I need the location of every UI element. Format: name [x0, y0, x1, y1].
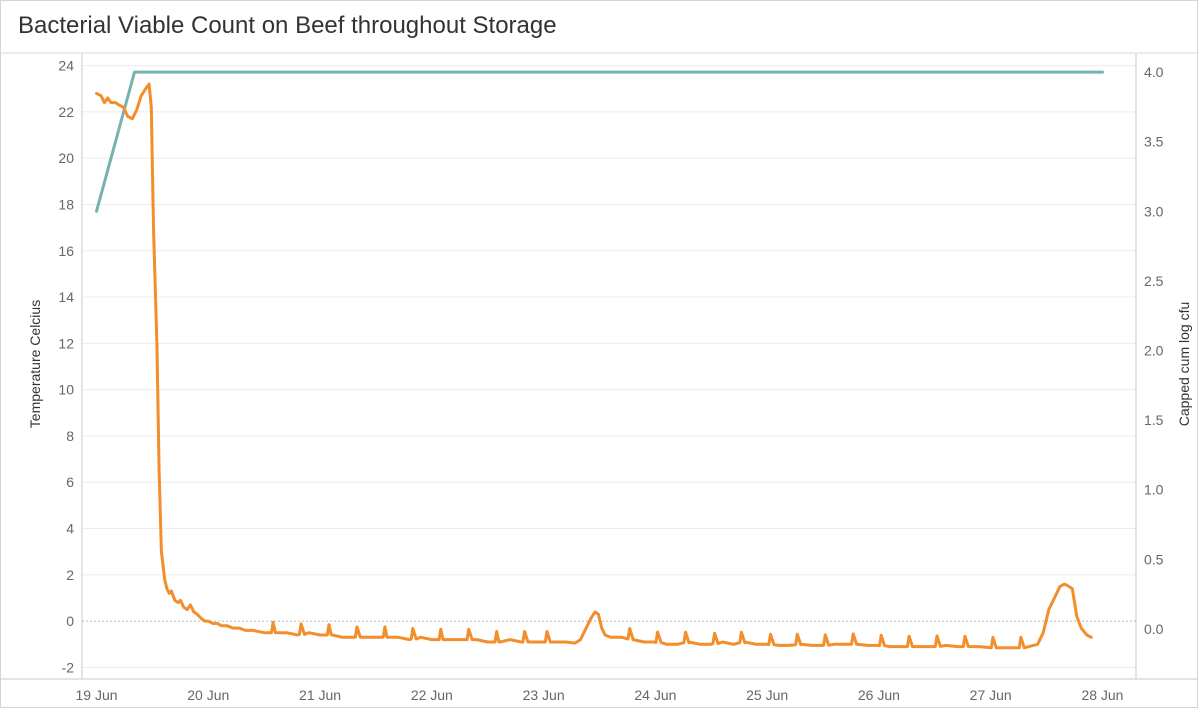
grid-lines — [82, 65, 1136, 668]
x-tick-label: 19 Jun — [76, 687, 118, 703]
series-line-cfu — [95, 70, 1104, 213]
y-right-tick-label: 4.0 — [1144, 64, 1164, 80]
x-tick-label: 27 Jun — [970, 687, 1012, 703]
y-left-tick-label: 12 — [58, 335, 74, 351]
x-tick-label: 25 Jun — [746, 687, 788, 703]
y-right-tick-label: 0.0 — [1144, 621, 1164, 637]
y-left-tick-label: 20 — [58, 150, 74, 166]
y-left-tick-label: 10 — [58, 382, 74, 398]
y-right-tick-label: 2.0 — [1144, 342, 1164, 358]
y-left-tick-label: 16 — [58, 243, 74, 259]
axes — [0, 54, 1198, 680]
y-left-tick-label: 18 — [58, 196, 74, 212]
y-axis-left-title: Temperature Celcius — [27, 300, 43, 428]
y-right-tick-label: 1.5 — [1144, 412, 1164, 428]
tick-labels: -20246810121416182022240.00.51.01.52.02.… — [58, 58, 1163, 703]
y-left-tick-label: 8 — [66, 428, 74, 444]
y-left-tick-label: 22 — [58, 104, 74, 120]
y-right-tick-label: 3.5 — [1144, 134, 1164, 150]
y-right-tick-label: 0.5 — [1144, 551, 1164, 567]
y-right-tick-label: 1.0 — [1144, 482, 1164, 498]
y-left-tick-label: -2 — [62, 659, 75, 675]
y-axis-right-title: Capped cum log cfu — [1176, 302, 1192, 427]
x-tick-label: 22 Jun — [411, 687, 453, 703]
series-lines — [95, 70, 1104, 650]
y-left-tick-label: 0 — [66, 613, 74, 629]
x-tick-label: 23 Jun — [523, 687, 565, 703]
y-left-tick-label: 14 — [58, 289, 74, 305]
y-right-tick-label: 3.0 — [1144, 203, 1164, 219]
y-left-tick-label: 6 — [66, 474, 74, 490]
x-tick-label: 26 Jun — [858, 687, 900, 703]
x-tick-label: 21 Jun — [299, 687, 341, 703]
y-left-tick-label: 4 — [66, 521, 74, 537]
y-left-tick-label: 24 — [58, 58, 74, 74]
y-left-tick-label: 2 — [66, 567, 74, 583]
chart-title: Bacterial Viable Count on Beef throughou… — [18, 12, 557, 39]
x-tick-label: 28 Jun — [1081, 687, 1123, 703]
series-line-temperature — [95, 82, 1093, 650]
y-right-tick-label: 2.5 — [1144, 273, 1164, 289]
x-tick-label: 20 Jun — [187, 687, 229, 703]
x-tick-label: 24 Jun — [634, 687, 676, 703]
